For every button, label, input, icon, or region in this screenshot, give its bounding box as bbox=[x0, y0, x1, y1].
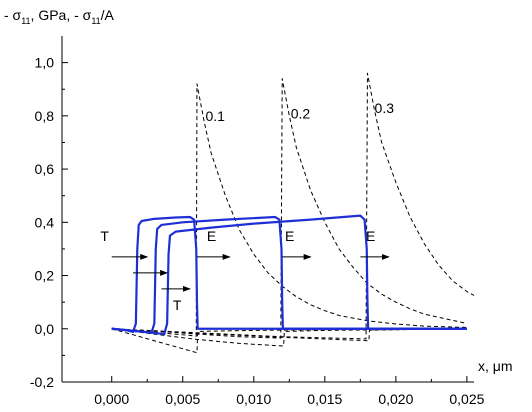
curve-annotation: E bbox=[285, 228, 294, 244]
annotation-layer: 0.1 0.2 0.3 T T E E E bbox=[100, 100, 394, 313]
y-tick-label: 0,2 bbox=[35, 268, 55, 284]
axes-layer bbox=[61, 36, 474, 383]
curve-annotation: E bbox=[366, 228, 375, 244]
x-tick-label: 0,000 bbox=[94, 391, 129, 407]
y-axis-title-part: /A bbox=[101, 7, 115, 23]
dashed-series-line-2 bbox=[111, 72, 475, 340]
solid-series-line-8 bbox=[111, 214, 467, 336]
x-tick-label: 0,015 bbox=[307, 391, 342, 407]
x-tick-label: 0,025 bbox=[449, 391, 484, 407]
curve-annotation: E bbox=[207, 228, 216, 244]
dashed-series-line-0 bbox=[111, 83, 467, 337]
curve-annotation: T bbox=[173, 297, 182, 313]
x-tick-label: 0,005 bbox=[165, 391, 200, 407]
curve-annotation: 0.1 bbox=[205, 108, 225, 124]
series-layer bbox=[111, 72, 475, 354]
curve-annotation: T bbox=[100, 228, 109, 244]
y-tick-label: 0,0 bbox=[35, 321, 55, 337]
y-axis-title: - σ11, GPa, - σ11/A bbox=[4, 7, 115, 26]
y-tick-label: 0,6 bbox=[35, 161, 55, 177]
x-tick-label: 0,010 bbox=[236, 391, 271, 407]
y-axis-title-sub: 11 bbox=[21, 16, 30, 26]
y-tick-label: 0,4 bbox=[35, 214, 55, 230]
dashed-series-line-1 bbox=[111, 78, 468, 339]
curve-annotation: 0.2 bbox=[291, 106, 311, 122]
y-axis-title-sub: 11 bbox=[91, 16, 100, 26]
dashed-series-line-5 bbox=[111, 328, 467, 342]
y-axis-title-part: , GPa, - σ bbox=[31, 7, 92, 23]
x-tick-label: 0,020 bbox=[378, 391, 413, 407]
ticks-layer: 0,000 0,005 0,010 0,015 0,020 0,025 -0,2 0,0 0,2… bbox=[30, 55, 485, 407]
y-axis-title-part: - σ bbox=[4, 7, 22, 23]
y-tick-label: 1,0 bbox=[35, 55, 55, 71]
y-tick-label: -0,2 bbox=[30, 374, 54, 390]
curve-annotation: 0.3 bbox=[375, 100, 395, 116]
solid-series-line-6 bbox=[111, 215, 467, 334]
y-tick-label: 0,8 bbox=[35, 108, 55, 124]
x-axis-title: x, μm bbox=[478, 358, 513, 374]
